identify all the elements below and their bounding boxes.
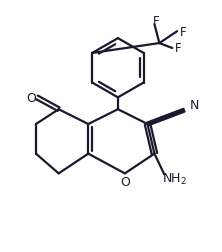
Text: NH$_2$: NH$_2$ [162, 171, 187, 186]
Text: F: F [153, 15, 160, 28]
Text: F: F [180, 26, 186, 39]
Text: O: O [26, 91, 36, 104]
Text: N: N [189, 98, 199, 111]
Text: O: O [120, 176, 130, 188]
Text: F: F [175, 42, 181, 55]
